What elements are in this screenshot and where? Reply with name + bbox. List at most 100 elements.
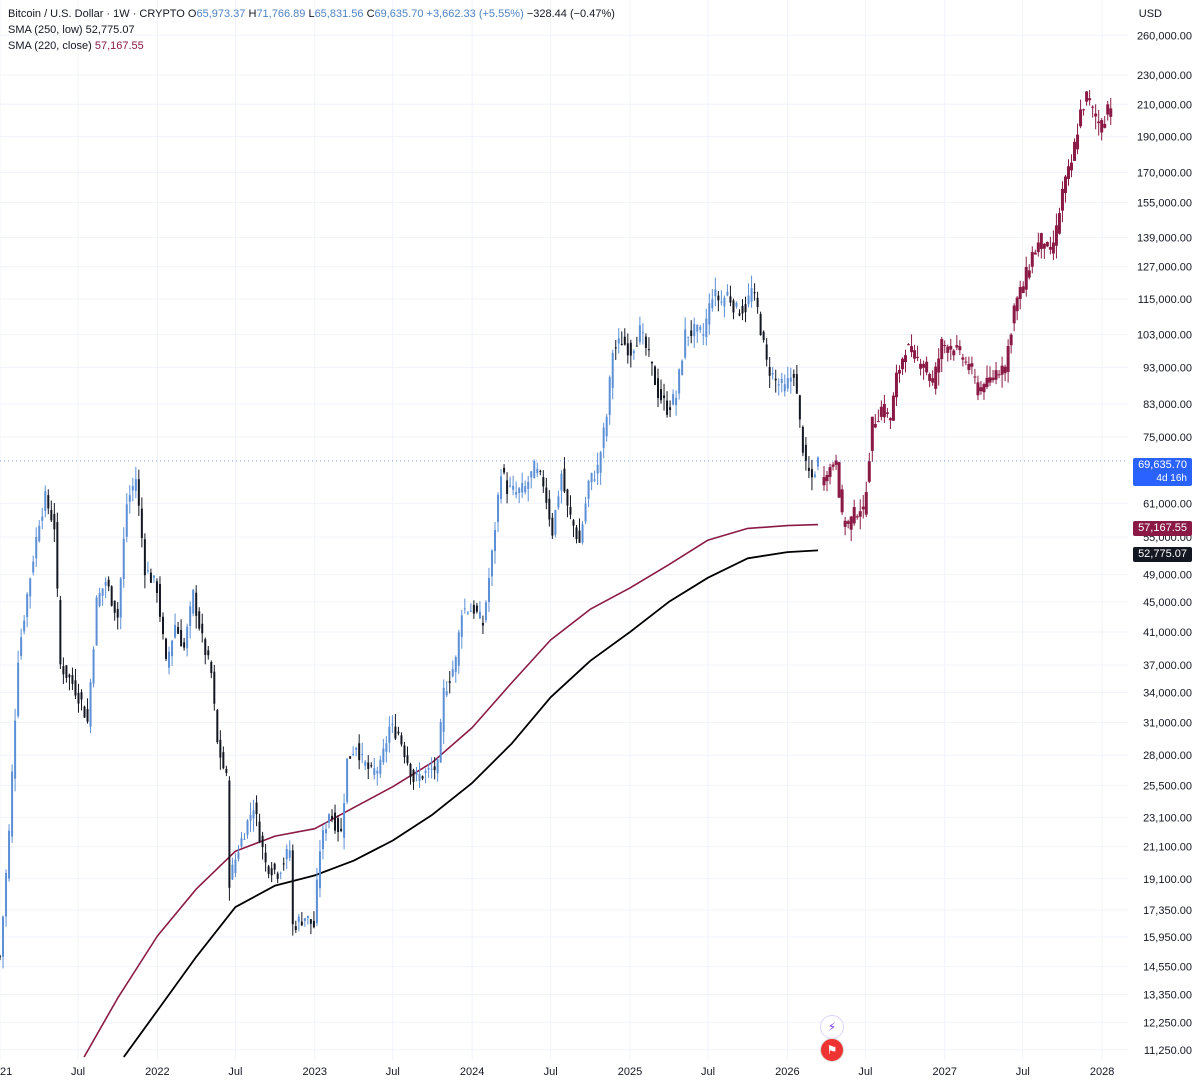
candle-body <box>931 378 935 383</box>
candle-body <box>512 485 515 490</box>
candle-body <box>53 513 56 530</box>
candle-body <box>264 852 267 863</box>
time-tick-label: 2022 <box>145 1066 169 1078</box>
candle-body <box>433 766 436 771</box>
candle-body <box>237 852 240 859</box>
candle-body <box>134 479 137 491</box>
candle-body <box>475 605 478 612</box>
open-value: 65,973.37 <box>196 8 246 20</box>
candle-body <box>394 726 397 739</box>
candle-body <box>774 378 777 381</box>
candle-body <box>518 488 521 493</box>
candle-body <box>183 642 186 648</box>
candle-body <box>723 297 726 307</box>
candle-body <box>1030 252 1034 267</box>
sma-250-path <box>123 549 819 1058</box>
candle-body <box>566 489 569 506</box>
candle-body <box>427 768 430 770</box>
price-tick-label: 139,000.00 <box>1137 233 1192 245</box>
candle-body <box>95 597 98 646</box>
candle-body <box>524 486 527 493</box>
candle-body <box>916 356 920 358</box>
time-tick-label: Jul <box>1016 1066 1030 1078</box>
candle-body <box>180 629 183 647</box>
candle-body <box>312 920 315 928</box>
candle-body <box>409 763 412 777</box>
candle-body <box>1063 176 1067 194</box>
candle-body <box>973 376 977 378</box>
candle-body <box>149 572 152 583</box>
candle-body <box>696 324 699 332</box>
candle-body <box>1036 242 1040 253</box>
candle-body <box>666 400 669 415</box>
candle-body <box>131 485 134 491</box>
candle-body <box>161 616 164 635</box>
candle-body <box>629 342 632 356</box>
candle-body <box>0 956 1 958</box>
candle-body <box>334 812 337 831</box>
candle-body <box>252 810 255 819</box>
time-tick-label: Jul <box>858 1066 872 1078</box>
price-tick-label: 14,550.00 <box>1143 962 1192 974</box>
candle-body <box>331 815 334 820</box>
candle-body <box>59 600 62 665</box>
candle-body <box>828 467 832 477</box>
currency-label[interactable]: USD <box>1138 8 1162 20</box>
candle-body <box>412 769 415 782</box>
candle-body <box>693 323 696 337</box>
candle-body <box>240 838 243 847</box>
flash-icon[interactable]: ⚡ <box>820 1015 844 1039</box>
candle-body <box>364 761 367 766</box>
candle-body <box>687 336 690 338</box>
candle-body <box>288 850 291 858</box>
candle-body <box>569 506 572 515</box>
candle-body <box>557 496 560 508</box>
candle-body <box>946 346 950 353</box>
price-tick-label: 11,250.00 <box>1144 1045 1192 1057</box>
candle-body <box>1045 241 1049 247</box>
candle-body <box>777 384 780 386</box>
candle-body <box>611 352 614 388</box>
symbol-title[interactable]: Bitcoin / U.S. Dollar · 1W · CRYPTO <box>8 8 185 20</box>
change-value: +3,662.33 (+5.55%) <box>426 8 524 20</box>
candle-body <box>867 461 871 482</box>
candle-body <box>243 839 246 841</box>
indicator-sma250[interactable]: SMA (250, low) 52,775.07 <box>8 22 615 38</box>
grid <box>0 0 1128 1060</box>
price-axis[interactable]: 260,000.00 230,000.00 210,000.00 190,000.00… <box>1137 30 1192 1057</box>
candle-body <box>261 835 264 848</box>
last-price-tag: 69,635.70 4d 16h <box>1133 458 1192 486</box>
candle-body <box>816 457 819 467</box>
candle-body <box>340 828 343 831</box>
candle-body <box>50 510 53 521</box>
candle-body <box>1057 213 1061 234</box>
candle-body <box>346 758 349 802</box>
candle-body <box>56 522 59 589</box>
candle-body <box>840 489 844 513</box>
candle-body <box>500 476 503 499</box>
candle-body <box>943 345 947 347</box>
candle-body <box>548 498 551 520</box>
candle-body <box>641 332 644 334</box>
candle-body <box>439 722 442 763</box>
candle-body <box>152 575 155 578</box>
candle-body <box>717 295 720 301</box>
us-flag-icon[interactable]: ⚑ <box>820 1038 844 1062</box>
time-axis[interactable]: 2021 Jul 2022 Jul 2023 Jul 2024 Jul 2025 Jul 2026 J… <box>0 1066 1114 1078</box>
price-tick-label: 83,000.00 <box>1143 399 1192 411</box>
indicator-sma220[interactable]: SMA (220, close) 57,167.55 <box>8 38 615 54</box>
candle-body <box>545 487 548 503</box>
candle-body <box>741 305 744 314</box>
candle-body <box>732 300 735 313</box>
indicator-label: SMA (250, low) <box>8 24 83 36</box>
candle-body <box>587 480 590 499</box>
candle-body <box>542 477 545 487</box>
price-tick-label: 31,000.00 <box>1143 717 1192 729</box>
candle-body <box>1091 106 1095 108</box>
candle-body <box>104 581 107 586</box>
candle-body <box>5 872 8 917</box>
candle-body <box>1073 141 1077 161</box>
time-tick-label: Jul <box>544 1066 558 1078</box>
